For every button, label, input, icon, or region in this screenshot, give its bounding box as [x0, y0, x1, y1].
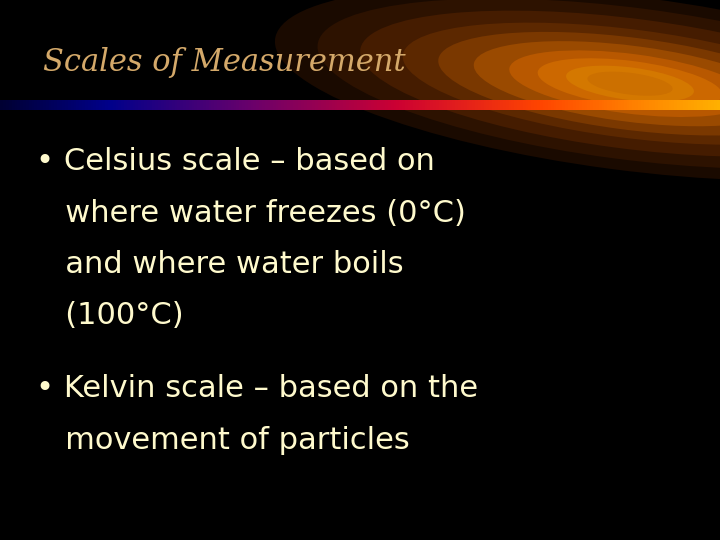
Text: where water freezes (0°C): where water freezes (0°C) [36, 199, 466, 228]
Ellipse shape [402, 23, 720, 145]
Ellipse shape [360, 11, 720, 157]
Ellipse shape [538, 58, 720, 109]
Text: • Celsius scale – based on: • Celsius scale – based on [36, 147, 435, 177]
Ellipse shape [566, 66, 694, 102]
Ellipse shape [275, 0, 720, 181]
Text: Scales of Measurement: Scales of Measurement [43, 46, 406, 78]
Ellipse shape [474, 41, 720, 126]
Text: • Kelvin scale – based on the: • Kelvin scale – based on the [36, 374, 478, 403]
Ellipse shape [318, 0, 720, 169]
Ellipse shape [438, 32, 720, 136]
Text: and where water boils: and where water boils [36, 250, 404, 279]
Ellipse shape [588, 72, 672, 96]
Text: (100°C): (100°C) [36, 301, 184, 330]
Ellipse shape [509, 50, 720, 117]
Text: movement of particles: movement of particles [36, 426, 410, 455]
